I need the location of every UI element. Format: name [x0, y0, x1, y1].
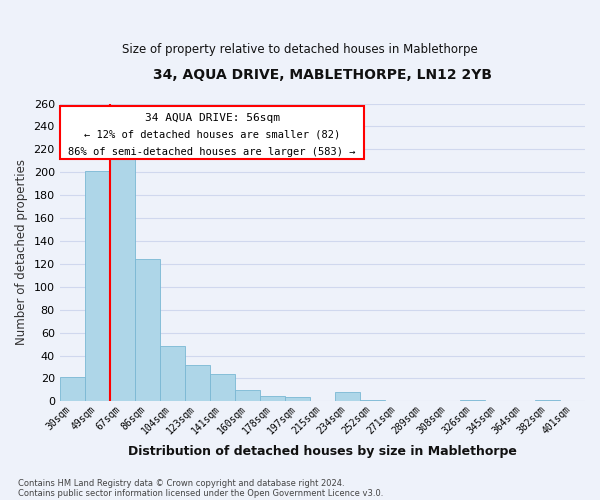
- Y-axis label: Number of detached properties: Number of detached properties: [15, 160, 28, 346]
- Bar: [260, 396, 285, 402]
- Text: ← 12% of detached houses are smaller (82): ← 12% of detached houses are smaller (82…: [84, 130, 340, 140]
- Bar: [335, 392, 360, 402]
- Title: 34, AQUA DRIVE, MABLETHORPE, LN12 2YB: 34, AQUA DRIVE, MABLETHORPE, LN12 2YB: [153, 68, 492, 82]
- Bar: [235, 390, 260, 402]
- Bar: [360, 400, 385, 402]
- Bar: [535, 400, 560, 402]
- X-axis label: Distribution of detached houses by size in Mablethorpe: Distribution of detached houses by size …: [128, 444, 517, 458]
- Text: Contains public sector information licensed under the Open Government Licence v3: Contains public sector information licen…: [18, 488, 383, 498]
- Bar: [460, 400, 485, 402]
- Bar: [85, 171, 110, 402]
- Bar: [59, 378, 85, 402]
- Bar: [285, 397, 310, 402]
- Bar: [210, 374, 235, 402]
- Text: Size of property relative to detached houses in Mablethorpe: Size of property relative to detached ho…: [122, 42, 478, 56]
- Text: Contains HM Land Registry data © Crown copyright and database right 2024.: Contains HM Land Registry data © Crown c…: [18, 478, 344, 488]
- FancyBboxPatch shape: [59, 106, 364, 158]
- Bar: [185, 364, 210, 402]
- Bar: [135, 260, 160, 402]
- Text: 86% of semi-detached houses are larger (583) →: 86% of semi-detached houses are larger (…: [68, 147, 356, 157]
- Text: 34 AQUA DRIVE: 56sqm: 34 AQUA DRIVE: 56sqm: [145, 112, 280, 122]
- Bar: [160, 346, 185, 402]
- Bar: [110, 158, 135, 402]
